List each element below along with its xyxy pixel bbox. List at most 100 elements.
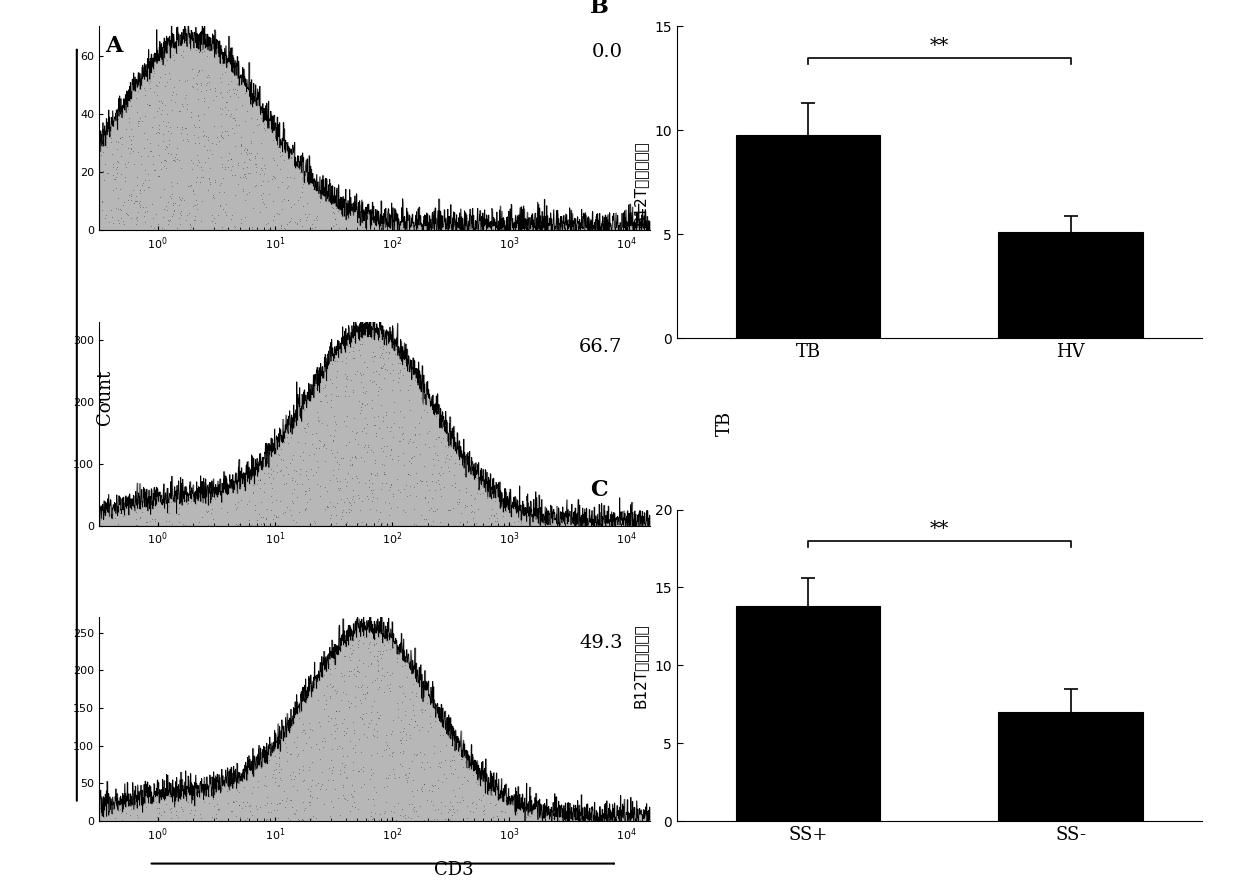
Point: [424, 779, 444, 793]
Point: [363, 483, 383, 497]
Point: [359, 614, 379, 628]
Point: [379, 346, 399, 360]
Point: [320, 517, 339, 532]
Point: [172, 97, 192, 111]
Point: [429, 477, 449, 491]
Point: [222, 152, 242, 166]
Point: [358, 438, 378, 452]
Point: [175, 121, 195, 135]
Point: [261, 495, 281, 509]
Point: [405, 374, 425, 388]
Point: [372, 457, 392, 471]
Point: [347, 660, 367, 675]
Point: [136, 515, 156, 529]
Point: [347, 664, 367, 678]
Point: [328, 480, 348, 494]
Point: [254, 778, 274, 792]
Point: [418, 479, 437, 493]
Point: [295, 801, 315, 815]
Point: [203, 512, 223, 526]
Point: [290, 212, 310, 226]
Point: [162, 85, 182, 99]
Point: [186, 42, 206, 57]
Point: [177, 132, 197, 147]
Point: [289, 435, 309, 449]
Point: [377, 643, 396, 657]
Point: [375, 804, 395, 818]
Point: [349, 665, 369, 679]
Point: [543, 811, 563, 826]
Point: [395, 727, 415, 741]
Point: [560, 807, 580, 821]
Point: [192, 194, 212, 208]
Point: [387, 500, 406, 514]
Point: [110, 202, 130, 216]
Point: [125, 517, 145, 532]
Point: [607, 517, 627, 531]
Point: [212, 128, 232, 142]
Point: [362, 713, 382, 728]
Point: [399, 761, 419, 775]
Point: [602, 223, 622, 237]
Point: [339, 502, 359, 516]
Point: [389, 420, 409, 434]
Point: [440, 464, 460, 479]
Point: [368, 644, 388, 658]
Point: [341, 503, 361, 517]
Point: [394, 721, 414, 736]
Point: [337, 410, 357, 424]
Point: [347, 425, 367, 439]
Point: [385, 771, 405, 785]
Point: [276, 740, 296, 754]
Point: [420, 760, 440, 774]
Point: [289, 762, 309, 776]
Point: [140, 97, 160, 111]
Point: [502, 518, 522, 532]
Point: [118, 102, 138, 117]
Point: [541, 505, 561, 519]
Point: [403, 802, 422, 816]
Point: [232, 139, 252, 153]
Point: [380, 727, 400, 741]
Point: [130, 509, 150, 524]
Point: [242, 223, 261, 237]
Point: [157, 75, 177, 89]
Point: [161, 801, 181, 815]
Point: [141, 144, 161, 158]
Point: [333, 788, 353, 802]
Point: [235, 169, 255, 183]
Point: [352, 744, 372, 758]
Point: [475, 799, 494, 813]
Point: [384, 799, 404, 813]
Point: [519, 507, 539, 521]
Point: [126, 796, 146, 811]
Point: [307, 213, 327, 227]
Point: [243, 486, 263, 500]
Point: [379, 668, 399, 683]
Point: [422, 784, 442, 798]
Point: [584, 811, 603, 826]
Point: [157, 107, 177, 121]
Point: [389, 679, 409, 693]
Point: [212, 130, 232, 144]
Point: [406, 440, 426, 454]
Point: [295, 723, 315, 737]
Point: [292, 180, 312, 194]
Point: [270, 448, 290, 462]
Point: [427, 759, 447, 774]
Point: [113, 130, 133, 144]
Point: [312, 416, 332, 430]
Point: [419, 483, 439, 497]
Point: [270, 757, 290, 771]
Point: [359, 473, 379, 487]
Point: [229, 798, 249, 812]
Point: [144, 66, 164, 80]
Point: [354, 355, 374, 369]
Point: [261, 467, 281, 481]
Point: [372, 750, 392, 764]
Point: [352, 515, 372, 529]
Point: [610, 512, 629, 526]
Point: [116, 206, 136, 220]
Point: [450, 515, 470, 529]
Point: [367, 671, 387, 685]
